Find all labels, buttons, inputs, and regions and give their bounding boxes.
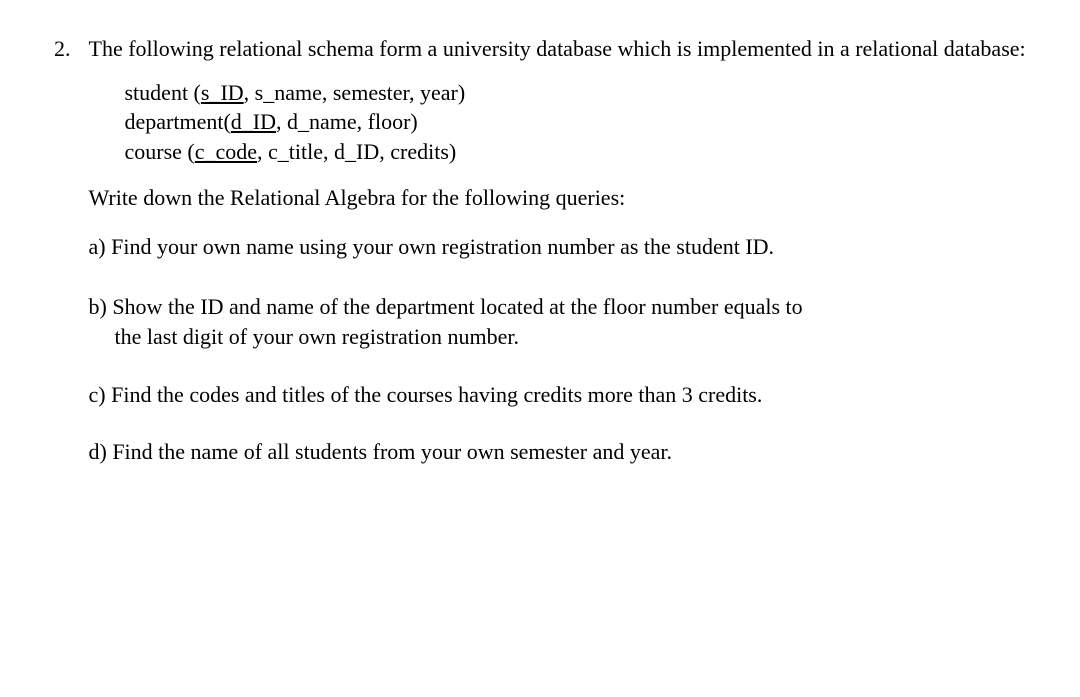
part-c: c) Find the codes and titles of the cour… bbox=[89, 380, 1031, 410]
part-b-line2: the last digit of your own registration … bbox=[89, 322, 1021, 352]
schema-department-pk: d_ID bbox=[231, 109, 276, 134]
schema-course-relation: course ( bbox=[125, 139, 195, 164]
schema-student: student (s_ID, s_name, semester, year) bbox=[125, 78, 1031, 108]
part-a: a) Find your own name using your own reg… bbox=[89, 232, 1031, 262]
schema-department-relation: department( bbox=[125, 109, 231, 134]
schema-department-rest: , d_name, floor) bbox=[276, 109, 418, 134]
schema-department: department(d_ID, d_name, floor) bbox=[125, 107, 1031, 137]
question-container: 2. The following relational schema form … bbox=[54, 34, 1030, 467]
question-intro: The following relational schema form a u… bbox=[89, 34, 1031, 64]
query-prompt: Write down the Relational Algebra for th… bbox=[89, 183, 1031, 213]
schema-student-relation: student ( bbox=[125, 80, 201, 105]
schema-student-pk: s_ID bbox=[201, 80, 244, 105]
question-body: The following relational schema form a u… bbox=[89, 34, 1031, 467]
schema-student-rest: , s_name, semester, year) bbox=[244, 80, 465, 105]
schema-course-pk: c_code bbox=[195, 139, 257, 164]
schema-course-rest: , c_title, d_ID, credits) bbox=[257, 139, 456, 164]
part-d: d) Find the name of all students from yo… bbox=[89, 437, 1031, 467]
schema-block: student (s_ID, s_name, semester, year) d… bbox=[89, 78, 1031, 167]
schema-course: course (c_code, c_title, d_ID, credits) bbox=[125, 137, 1031, 167]
part-b: b) Show the ID and name of the departmen… bbox=[89, 292, 1031, 351]
question-number: 2. bbox=[54, 34, 71, 467]
part-b-line1: b) Show the ID and name of the departmen… bbox=[89, 292, 1021, 322]
